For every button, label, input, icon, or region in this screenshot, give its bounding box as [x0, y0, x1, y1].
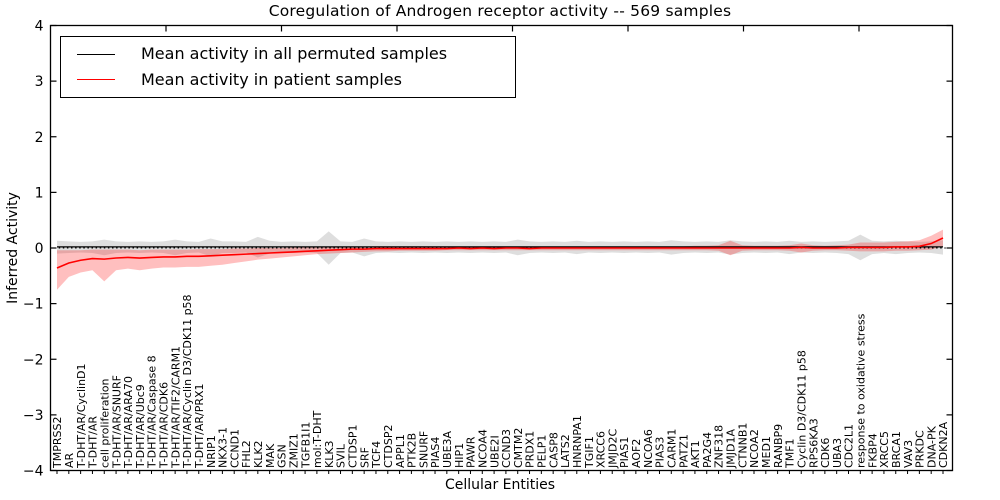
x-category-label: PELP1 — [536, 435, 549, 468]
x-category-label: TGIF1 — [583, 436, 596, 469]
x-category-label: cell proliferation — [98, 378, 111, 468]
x-category-label: T-DHT/AR/SNURF — [110, 375, 123, 469]
y-axis-label: Inferred Activity — [5, 192, 21, 304]
x-category-label: UBE3A — [441, 430, 454, 468]
x-category-label: T-DHT/AR/Caspase 8 — [146, 355, 159, 469]
x-category-label: AR — [63, 452, 76, 468]
legend-label-patient: Mean activity in patient samples — [141, 69, 402, 89]
x-category-label: JMJD1A — [725, 429, 738, 469]
x-category-label: CMTM2 — [512, 428, 525, 468]
x-category-label: RPS6KA3 — [807, 418, 820, 468]
x-category-label: HNRNPA1 — [571, 415, 584, 468]
x-category-label: CCND1 — [228, 429, 241, 468]
x-category-label: CTDSP1 — [347, 425, 360, 468]
x-category-label: response to oxidative stress — [855, 313, 868, 468]
y-tick-label: 3 — [35, 74, 44, 90]
x-category-label: CDC2L1 — [843, 424, 856, 468]
x-category-label: mol:T-DHT — [311, 410, 324, 468]
y-tick-label: 1 — [35, 185, 44, 201]
patient-confidence-band — [57, 229, 943, 290]
x-category-label: XRCC5 — [878, 431, 891, 468]
x-category-label: APPL1 — [394, 434, 407, 468]
x-category-label: CARM1 — [665, 429, 678, 468]
x-category-label: CCND3 — [500, 429, 513, 468]
x-category-label: BRCA1 — [890, 431, 903, 468]
x-category-label: PIAS1 — [618, 437, 631, 468]
x-category-label: FHL2 — [240, 440, 253, 468]
x-category-label: MED1 — [760, 436, 773, 468]
x-category-label: T-DHT/AR/TIF2/CARM1 — [169, 346, 182, 469]
x-category-label: T-DHT/AR/Cyclin D3/CDK11 p58 — [181, 294, 194, 469]
x-category-label: KLK2 — [252, 440, 265, 468]
x-category-label: T-DHT/AR/CDK6 — [158, 382, 171, 469]
x-category-label: DNA-PK — [925, 425, 938, 468]
x-category-label: T-DHT/AR — [87, 416, 100, 469]
x-axis-label: Cellular Entities — [444, 477, 556, 493]
permuted-line-swatch-icon — [77, 53, 115, 55]
legend-item-permuted: Mean activity in all permuted samples — [61, 46, 515, 62]
x-category-label: T-DHT/AR/Ubc9 — [134, 384, 147, 469]
x-category-label: TGFB1I1 — [299, 422, 312, 469]
x-category-label: GSN — [276, 444, 289, 468]
x-category-label: AOF2 — [630, 439, 643, 468]
x-category-label: CTNNB1 — [736, 423, 749, 468]
x-category-label: CDK6 — [819, 438, 832, 468]
x-category-label: PTK2B — [406, 433, 419, 468]
patient-line-swatch-icon — [77, 79, 115, 81]
x-category-label: NKX3-1 — [217, 427, 230, 468]
x-category-label: Cyclin D3/CDK11 p58 — [795, 350, 808, 468]
x-category-label: SNURF — [417, 431, 430, 468]
x-category-label: PAWR — [465, 436, 478, 468]
legend-item-patient: Mean activity in patient samples — [61, 69, 515, 89]
y-tick-label: −2 — [23, 352, 44, 368]
x-category-label: ZMIZ1 — [287, 433, 300, 468]
y-tick-label: −1 — [23, 297, 44, 313]
x-category-label: LATS2 — [559, 434, 572, 468]
y-tick-label: 4 — [35, 19, 44, 35]
x-category-label: PA2G4 — [701, 432, 714, 468]
x-category-label: T-DHT/AR/CyclinD1 — [75, 363, 88, 469]
x-category-label: KLK3 — [323, 440, 336, 468]
x-category-label: NRIP1 — [205, 435, 218, 468]
x-category-label: PRDX1 — [524, 431, 537, 468]
x-category-label: PIAS3 — [654, 437, 667, 468]
x-category-label: MAK — [264, 443, 277, 468]
x-category-label: SVIL — [335, 443, 348, 468]
y-tick-label: −3 — [23, 408, 44, 424]
y-tick-label: 2 — [35, 130, 44, 146]
x-category-label: CDKN2A — [937, 421, 950, 468]
x-category-label: ZNF318 — [713, 425, 726, 468]
x-category-label: NCOA6 — [642, 429, 655, 468]
x-category-label: CTDSP2 — [382, 425, 395, 468]
x-category-label: HIP1 — [453, 443, 466, 468]
x-category-label: TMPRSS2 — [51, 417, 64, 469]
x-category-label: T-DHT/AR/ARA70 — [122, 376, 135, 469]
x-category-label: UBE2I — [488, 435, 501, 468]
x-category-label: UBA3 — [831, 438, 844, 468]
x-category-label: PIAS4 — [429, 437, 442, 468]
x-category-label: PRKDC — [914, 430, 927, 468]
patient-mean-line — [56, 237, 944, 269]
x-category-label: PATZ1 — [677, 434, 690, 468]
legend: Mean activity in all permuted samples Me… — [60, 36, 516, 98]
x-category-label: XRCC6 — [595, 431, 608, 468]
x-category-label: JMJD2C — [606, 429, 619, 469]
x-category-label: TMF1 — [784, 438, 797, 469]
y-tick-label: −4 — [23, 464, 44, 480]
x-category-label: SRF — [358, 447, 371, 468]
x-category-label: RANBP9 — [772, 424, 785, 468]
chart-title: Coregulation of Androgen receptor activi… — [268, 2, 732, 20]
x-category-label: AKT1 — [689, 440, 702, 468]
legend-label-permuted: Mean activity in all permuted samples — [141, 44, 448, 64]
x-category-label: CASP8 — [547, 432, 560, 468]
x-category-label: NCOA2 — [748, 429, 761, 468]
x-category-label: NCOA4 — [476, 429, 489, 468]
x-category-label: T-DHT/AR/PRX1 — [193, 383, 206, 469]
x-category-label: TCF4 — [370, 441, 383, 469]
x-category-label: FKBP4 — [866, 433, 879, 468]
x-category-label: VAV3 — [902, 440, 915, 468]
y-tick-label: 0 — [35, 241, 44, 257]
